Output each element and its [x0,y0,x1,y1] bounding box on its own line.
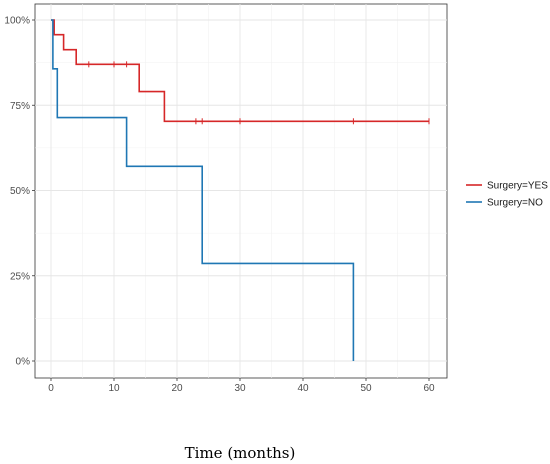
series-line-surgery-yes [51,19,429,123]
x-tick-label: 60 [423,383,435,394]
legend-label: Surgery=YES [487,181,548,192]
x-axis-title: Time (months) [185,444,296,462]
x-tick-label: 0 [48,383,54,394]
x-tick-label: 10 [108,383,120,394]
x-tick-label: 50 [360,383,372,394]
x-tick-label: 30 [234,383,246,394]
y-tick-label: 0% [16,357,31,368]
plot-panel [34,3,448,379]
legend-label: Surgery=NO [487,198,543,209]
y-tick-label: 100% [4,16,30,27]
y-tick-label: 50% [10,186,30,197]
x-tick-label: 20 [171,383,183,394]
x-axis: 0 10 20 30 40 50 60 [48,378,435,394]
y-axis: 0% 25% 50% 75% 100% [4,16,35,368]
series-line-surgery-no [51,19,355,361]
x-tick-label: 40 [297,383,309,394]
legend: Surgery=YES Surgery=NO [466,181,548,209]
y-tick-label: 25% [10,271,30,282]
y-tick-label: 75% [10,101,30,112]
series-layer [51,19,430,361]
